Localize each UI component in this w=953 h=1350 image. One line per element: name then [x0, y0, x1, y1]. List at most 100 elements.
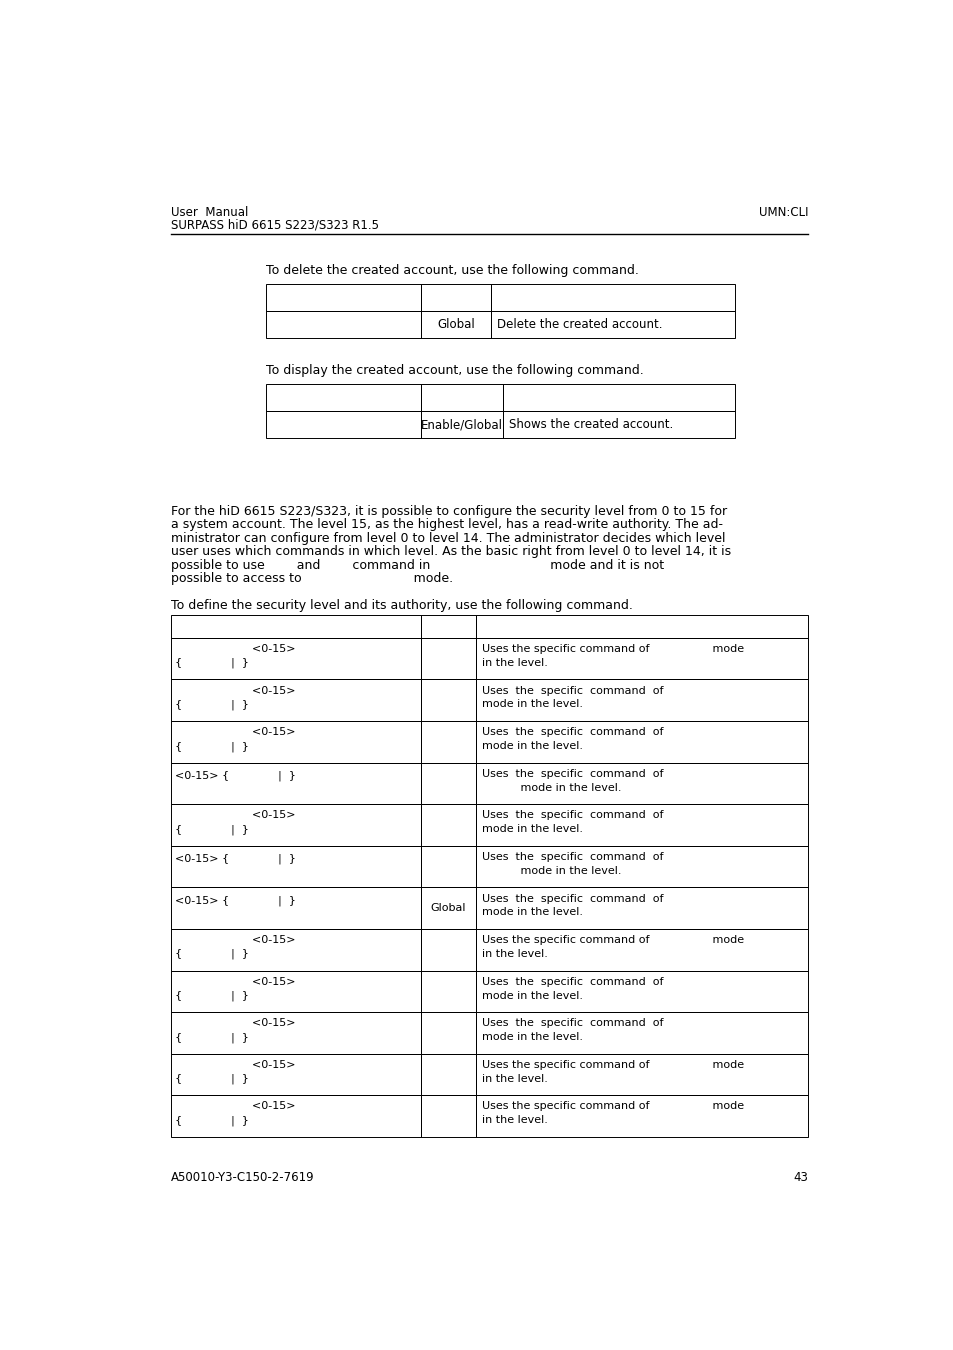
Bar	[421, 679, 476, 721]
Text: To define the security level and its authority, use the following command.: To define the security level and its aut…	[171, 598, 633, 612]
Text: possible to use        and        command in                              mode a: possible to use and command in mode a	[171, 559, 663, 571]
Bar	[476, 763, 807, 805]
Bar	[171, 1012, 421, 1053]
Text: mode in the level.: mode in the level.	[481, 907, 582, 918]
Text: ministrator can configure from level 0 to level 14. The administrator decides wh: ministrator can configure from level 0 t…	[171, 532, 725, 544]
Bar	[171, 845, 421, 887]
Bar	[491, 310, 735, 338]
Text: mode in the level.: mode in the level.	[481, 783, 620, 792]
Text: {              |  }: { | }	[174, 741, 249, 752]
Bar	[421, 284, 491, 310]
Text: Uses  the  specific  command  of: Uses the specific command of	[481, 768, 662, 779]
Text: To delete the created account, use the following command.: To delete the created account, use the f…	[266, 263, 639, 277]
Text: {              |  }: { | }	[174, 991, 249, 1000]
Bar	[476, 971, 807, 1012]
Text: a system account. The level 15, as the highest level, has a read-write authority: a system account. The level 15, as the h…	[171, 518, 722, 531]
Bar	[421, 614, 476, 637]
Text: <0-15>: <0-15>	[174, 1102, 295, 1111]
Text: <0-15>: <0-15>	[174, 810, 295, 821]
Text: Uses  the  specific  command  of: Uses the specific command of	[481, 728, 662, 737]
Text: possible to access to                            mode.: possible to access to mode.	[171, 572, 453, 585]
Text: Uses  the  specific  command  of: Uses the specific command of	[481, 1018, 662, 1029]
Text: mode in the level.: mode in the level.	[481, 1033, 582, 1042]
Text: Uses  the  specific  command  of: Uses the specific command of	[481, 686, 662, 695]
Text: <0-15>: <0-15>	[174, 1060, 295, 1069]
Text: To display the created account, use the following command.: To display the created account, use the …	[266, 363, 643, 377]
Text: Uses the specific command of                  mode: Uses the specific command of mode	[481, 1060, 743, 1069]
Bar	[171, 679, 421, 721]
Text: in the level.: in the level.	[481, 1073, 547, 1084]
Text: Global: Global	[431, 903, 466, 913]
Text: For the hiD 6615 S223/S323, it is possible to configure the security level from : For the hiD 6615 S223/S323, it is possib…	[171, 505, 726, 517]
Text: Uses  the  specific  command  of: Uses the specific command of	[481, 810, 662, 821]
Text: Uses the specific command of                  mode: Uses the specific command of mode	[481, 644, 743, 653]
Bar	[502, 410, 735, 437]
Bar	[476, 887, 807, 929]
Bar	[476, 637, 807, 679]
Bar	[171, 887, 421, 929]
Bar	[421, 805, 476, 845]
Text: mode in the level.: mode in the level.	[481, 991, 582, 1000]
Text: <0-15> {              |  }: <0-15> { | }	[174, 771, 295, 780]
Text: <0-15> {              |  }: <0-15> { | }	[174, 895, 295, 906]
Text: mode in the level.: mode in the level.	[481, 741, 582, 751]
Text: mode in the level.: mode in the level.	[481, 825, 582, 834]
Bar	[421, 1053, 476, 1095]
Bar	[171, 971, 421, 1012]
Bar	[421, 971, 476, 1012]
Bar	[171, 721, 421, 763]
Bar	[491, 284, 735, 310]
Text: <0-15>: <0-15>	[174, 936, 295, 945]
Text: Global: Global	[437, 319, 475, 331]
Text: {              |  }: { | }	[174, 825, 249, 834]
Text: {              |  }: { | }	[174, 1073, 249, 1084]
Text: Shows the created account.: Shows the created account.	[509, 418, 673, 432]
Text: Uses  the  specific  command  of: Uses the specific command of	[481, 976, 662, 987]
Bar	[476, 1012, 807, 1053]
Bar	[421, 1095, 476, 1137]
Bar	[171, 929, 421, 971]
Text: Uses the specific command of                  mode: Uses the specific command of mode	[481, 936, 743, 945]
Bar	[421, 845, 476, 887]
Bar	[421, 929, 476, 971]
Text: <0-15> {              |  }: <0-15> { | }	[174, 853, 295, 864]
Bar	[421, 763, 476, 805]
Text: {              |  }: { | }	[174, 1033, 249, 1042]
Text: <0-15>: <0-15>	[174, 976, 295, 987]
Text: Uses  the  specific  command  of: Uses the specific command of	[481, 852, 662, 861]
Text: Uses  the  specific  command  of: Uses the specific command of	[481, 894, 662, 903]
Bar	[421, 637, 476, 679]
Bar	[266, 284, 421, 310]
Bar	[421, 410, 502, 437]
Text: UMN:CLI: UMN:CLI	[758, 207, 807, 219]
Bar	[266, 410, 421, 437]
Text: in the level.: in the level.	[481, 949, 547, 958]
Text: {              |  }: { | }	[174, 657, 249, 668]
Bar	[421, 310, 491, 338]
Text: Delete the created account.: Delete the created account.	[497, 319, 662, 331]
Text: 43: 43	[793, 1170, 807, 1184]
Text: <0-15>: <0-15>	[174, 1018, 295, 1029]
Text: <0-15>: <0-15>	[174, 686, 295, 695]
Bar	[476, 679, 807, 721]
Bar	[476, 929, 807, 971]
Bar	[476, 614, 807, 637]
Bar	[476, 721, 807, 763]
Bar	[266, 383, 421, 410]
Bar	[171, 763, 421, 805]
Bar	[171, 614, 421, 637]
Text: User  Manual: User Manual	[171, 207, 249, 219]
Bar	[421, 383, 502, 410]
Text: <0-15>: <0-15>	[174, 644, 295, 653]
Bar	[502, 383, 735, 410]
Text: <0-15>: <0-15>	[174, 728, 295, 737]
Text: {              |  }: { | }	[174, 1115, 249, 1126]
Text: {              |  }: { | }	[174, 699, 249, 710]
Bar	[476, 805, 807, 845]
Bar	[421, 887, 476, 929]
Bar	[421, 721, 476, 763]
Bar	[171, 637, 421, 679]
Bar	[171, 1095, 421, 1137]
Text: user uses which commands in which level. As the basic right from level 0 to leve: user uses which commands in which level.…	[171, 545, 731, 558]
Text: in the level.: in the level.	[481, 657, 547, 668]
